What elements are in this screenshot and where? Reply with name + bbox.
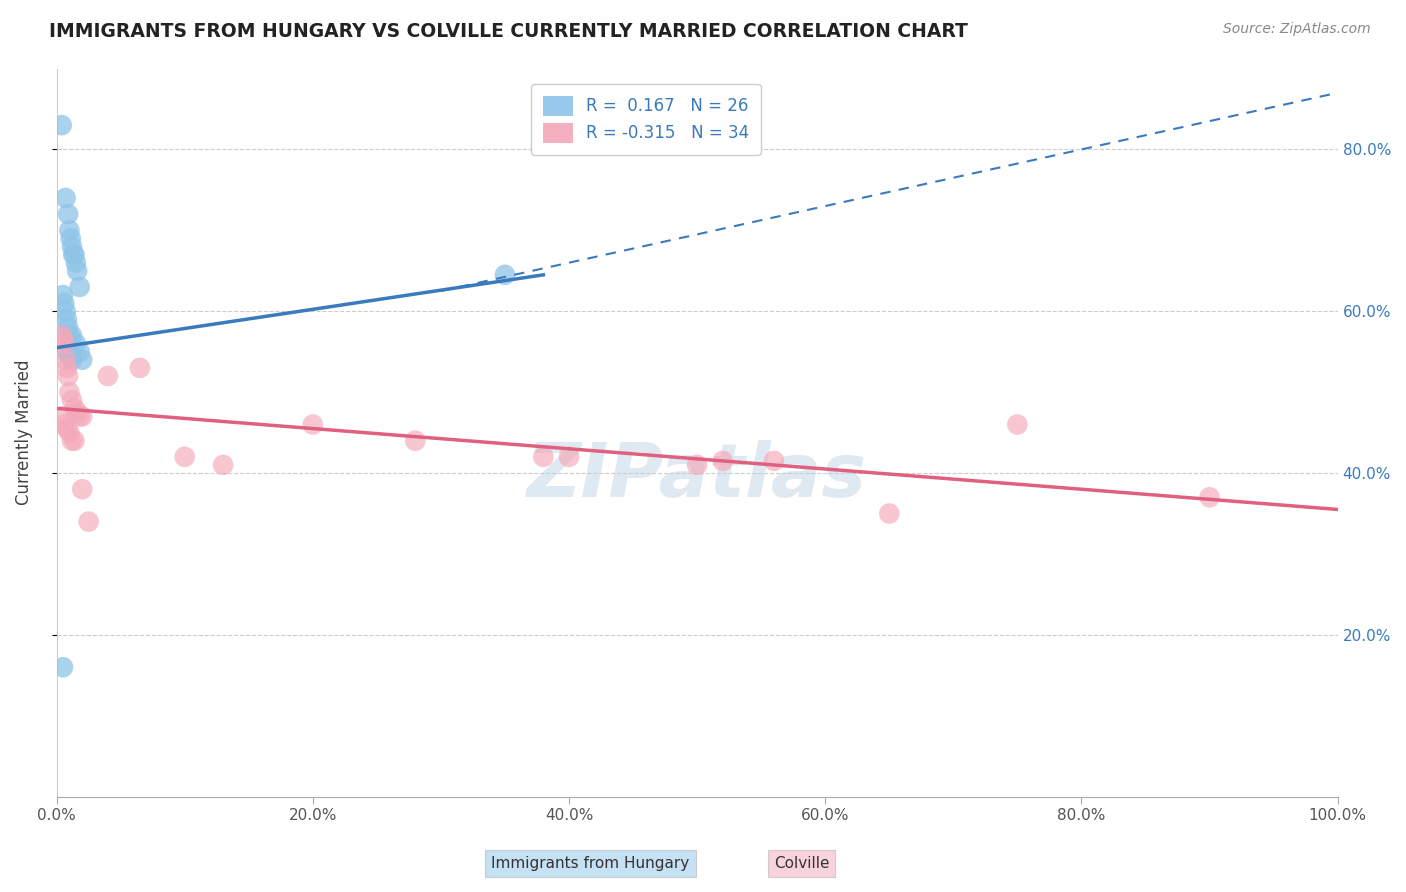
Point <box>60 393 83 408</box>
Point <box>60 328 83 343</box>
Point <box>59 231 82 245</box>
Point <box>60 239 83 253</box>
Point <box>52 333 75 347</box>
Point <box>70 482 93 496</box>
Point <box>877 507 900 521</box>
Point <box>1198 491 1220 505</box>
Point <box>58 385 80 400</box>
Point <box>55 304 77 318</box>
Point <box>52 409 75 424</box>
Point <box>56 360 79 375</box>
Point <box>212 458 235 472</box>
Text: IMMIGRANTS FROM HUNGARY VS COLVILLE CURRENTLY MARRIED CORRELATION CHART: IMMIGRANTS FROM HUNGARY VS COLVILLE CURR… <box>49 22 969 41</box>
Point <box>55 352 77 367</box>
Point <box>63 434 86 448</box>
Point <box>77 515 100 529</box>
Point <box>58 328 80 343</box>
Point <box>301 417 323 432</box>
Point <box>56 320 79 334</box>
Point <box>53 296 76 310</box>
Point <box>762 454 785 468</box>
Point <box>711 454 734 468</box>
Point <box>65 336 87 351</box>
Legend: R =  0.167   N = 26, R = -0.315   N = 34: R = 0.167 N = 26, R = -0.315 N = 34 <box>531 84 761 155</box>
Point <box>51 118 73 132</box>
Point <box>58 349 80 363</box>
Point <box>56 344 79 359</box>
Point <box>494 268 516 282</box>
Point <box>60 434 83 448</box>
Point <box>69 409 91 424</box>
Point <box>56 207 79 221</box>
Point <box>63 247 86 261</box>
Point <box>404 434 426 448</box>
Point <box>66 405 89 419</box>
Point <box>52 660 75 674</box>
Point <box>97 368 120 383</box>
Text: ZIPatlas: ZIPatlas <box>527 440 868 513</box>
Point <box>53 417 76 432</box>
Point <box>58 223 80 237</box>
Point <box>63 401 86 416</box>
Point <box>128 360 150 375</box>
Point <box>56 421 79 435</box>
Text: Source: ZipAtlas.com: Source: ZipAtlas.com <box>1223 22 1371 37</box>
Point <box>55 191 77 205</box>
Point <box>70 409 93 424</box>
Point <box>69 280 91 294</box>
Text: Colville: Colville <box>773 856 830 871</box>
Point <box>56 312 79 326</box>
Point <box>173 450 195 464</box>
Point <box>1007 417 1029 432</box>
Point <box>65 256 87 270</box>
Point <box>558 450 581 464</box>
Point <box>62 247 84 261</box>
Point <box>51 328 73 343</box>
Y-axis label: Currently Married: Currently Married <box>15 359 32 506</box>
Point <box>52 288 75 302</box>
Text: Immigrants from Hungary: Immigrants from Hungary <box>491 856 690 871</box>
Point <box>70 352 93 367</box>
Point <box>69 344 91 359</box>
Point <box>53 336 76 351</box>
Point <box>531 450 554 464</box>
Point <box>56 368 79 383</box>
Point <box>60 352 83 367</box>
Point <box>686 458 709 472</box>
Point <box>66 264 89 278</box>
Point <box>58 425 80 440</box>
